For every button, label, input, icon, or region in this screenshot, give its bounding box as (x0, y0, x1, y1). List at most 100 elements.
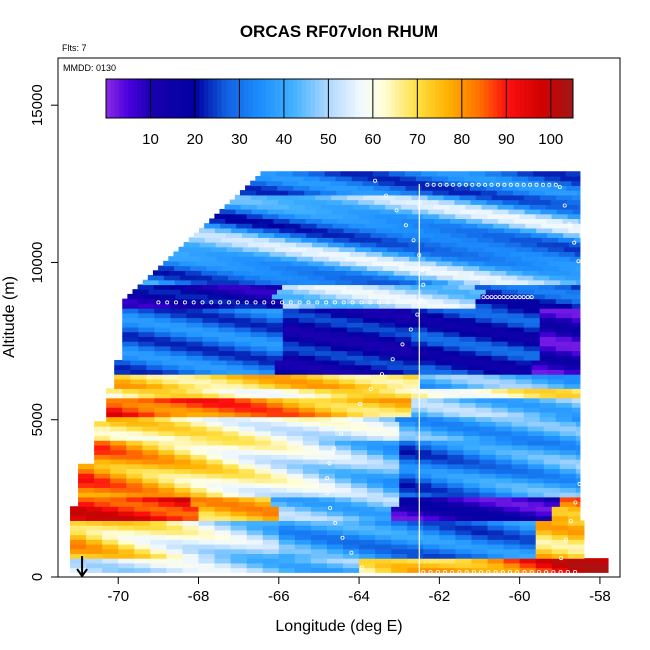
heatmap-cell (499, 364, 517, 370)
heatmap-cell (475, 317, 493, 323)
heatmap-cell (513, 204, 531, 210)
heatmap-cell (493, 223, 510, 229)
heatmap-cell (547, 374, 565, 380)
heatmap-cell (539, 312, 557, 319)
heatmap-cell (138, 322, 155, 328)
heatmap-cell (395, 194, 413, 201)
heatmap-cell (245, 185, 262, 191)
track-marker (438, 182, 443, 187)
heatmap-cell (126, 449, 143, 455)
colorbar-swatch (399, 79, 405, 118)
heatmap-cell (403, 374, 420, 380)
heatmap-cell (558, 251, 576, 257)
heatmap-cell (569, 256, 581, 262)
heatmap-cell (551, 529, 569, 536)
heatmap-cell (218, 345, 236, 352)
heatmap-cell (222, 430, 240, 437)
heatmap-cell (254, 487, 272, 493)
heatmap-cell (266, 407, 284, 413)
heatmap-cell (70, 510, 87, 517)
heatmap-cell (138, 416, 155, 422)
heatmap-cell (359, 548, 376, 555)
heatmap-cell (486, 199, 504, 205)
heatmap-cell (190, 421, 208, 427)
heatmap-cell (230, 567, 248, 573)
heatmap-cell (555, 416, 573, 422)
heatmap-cell (218, 308, 236, 314)
heatmap-cell (298, 317, 316, 323)
heatmap-cell (341, 185, 359, 191)
heatmap-cell (495, 454, 513, 460)
heatmap-cell (557, 223, 575, 229)
heatmap-cell (399, 482, 416, 488)
heatmap-cell (487, 534, 505, 540)
heatmap-cell (126, 492, 143, 498)
heatmap-cell (455, 506, 473, 512)
heatmap-cell (515, 359, 533, 366)
heatmap-cell (443, 402, 461, 408)
heatmap-cell (403, 246, 420, 253)
heatmap-cell (238, 449, 256, 455)
heatmap-cell (549, 289, 567, 295)
heatmap-cell (379, 407, 396, 413)
heatmap-cell (401, 204, 418, 210)
heatmap-cell (94, 468, 111, 474)
heatmap-cell (423, 558, 440, 564)
heatmap-cell (555, 350, 573, 356)
heatmap-cell (388, 275, 406, 281)
heatmap-cell (202, 331, 220, 337)
heatmap-cell (249, 284, 267, 290)
heatmap-cell (439, 529, 457, 536)
heatmap-cell (230, 525, 248, 531)
heatmap-cell (407, 515, 424, 521)
colorbar-swatch (119, 79, 125, 118)
heatmap-cell (304, 190, 321, 196)
heatmap-cell (507, 317, 525, 323)
heatmap-cell (571, 355, 581, 361)
track-marker (581, 463, 586, 468)
heatmap-cell (266, 322, 284, 328)
colorbar-tick-label: 80 (453, 131, 470, 148)
heatmap-cell (412, 208, 429, 215)
heatmap-cell (256, 204, 274, 210)
track-marker (573, 570, 578, 575)
heatmap-cell (250, 194, 268, 201)
heatmap-cell (471, 227, 489, 234)
heatmap-cell (393, 256, 410, 262)
heatmap-cell (198, 529, 216, 536)
heatmap-cell (567, 510, 581, 517)
heatmap-cell (427, 416, 444, 422)
heatmap-cell (329, 270, 347, 276)
heatmap-cell (206, 492, 224, 498)
heatmap-cell (507, 345, 525, 352)
track-marker (558, 570, 563, 575)
heatmap-cell (404, 275, 422, 281)
heatmap-cell (484, 260, 501, 267)
heatmap-cell (290, 369, 308, 375)
heatmap-cell (399, 463, 416, 470)
heatmap-cell (190, 279, 208, 286)
heatmap-cell (282, 341, 300, 347)
heatmap-cell (407, 529, 424, 536)
colorbar-tick-label: 90 (498, 131, 515, 148)
colorbar-swatch (430, 79, 436, 118)
heatmap-cell (383, 501, 400, 507)
heatmap-cell (560, 175, 578, 182)
heatmap-cell (254, 440, 272, 446)
heatmap-cell (271, 279, 288, 286)
heatmap-cell (475, 336, 493, 342)
heatmap-cell (114, 364, 131, 370)
heatmap-cell (556, 208, 574, 215)
heatmap-cell (479, 454, 497, 460)
heatmap-cell (503, 558, 521, 564)
track-marker (328, 505, 333, 510)
heatmap-cell (210, 359, 228, 366)
track-marker (340, 535, 345, 540)
heatmap-cell (459, 303, 477, 309)
heatmap-cell (352, 293, 369, 300)
heatmap-cell (162, 369, 180, 375)
heatmap-cell (511, 265, 528, 271)
heatmap-cell (511, 477, 529, 484)
heatmap-cell (423, 525, 440, 531)
heatmap-cell (246, 553, 264, 559)
